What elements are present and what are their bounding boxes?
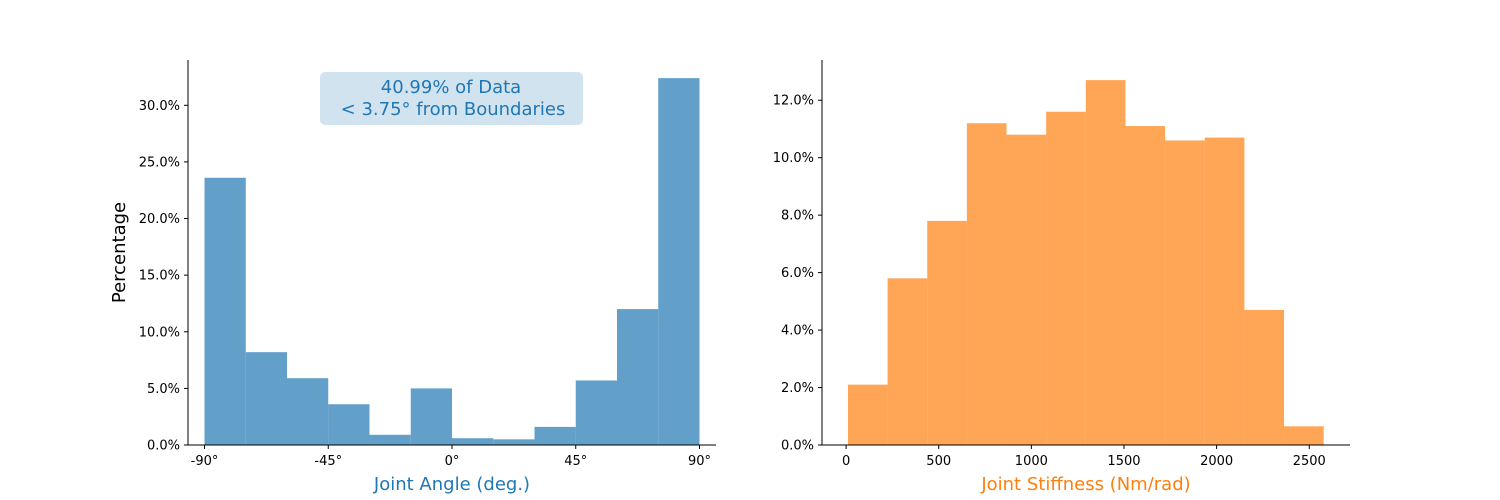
x-axis-label: Joint Stiffness (Nm/rad) [980, 474, 1190, 495]
x-tick-label: 1000 [1015, 454, 1048, 469]
annotation-line-1: 40.99% of Data [381, 77, 521, 98]
x-tick-label: 1500 [1107, 454, 1140, 469]
histogram-bar [328, 404, 370, 445]
y-tick-label: 0.0% [781, 439, 814, 454]
annotation-line-2: < 3.75° from Boundaries [341, 99, 566, 120]
histogram-bar [1204, 137, 1245, 445]
histogram-bar [887, 278, 928, 445]
histogram-bar [617, 309, 659, 445]
histogram-bar [1046, 111, 1086, 445]
annotation-box [320, 72, 583, 125]
histogram-bar [927, 220, 967, 445]
y-axis-label: Percentage [109, 202, 130, 303]
histogram-bar [1244, 309, 1285, 445]
y-tick-label: 12.0% [773, 94, 814, 109]
y-tick-label: 5.0% [147, 382, 180, 397]
histogram-bar [658, 78, 700, 446]
histogram-bar [1165, 140, 1205, 445]
y-tick-label: 10.0% [139, 325, 180, 340]
histogram-bar [452, 438, 494, 445]
histogram-bar [369, 434, 411, 445]
x-tick-label: 2000 [1200, 454, 1233, 469]
x-axis-label: Joint Angle (deg.) [373, 474, 530, 495]
y-tick-label: 30.0% [139, 99, 180, 114]
histogram-bar [575, 380, 617, 445]
joint-stiffness-histogram: 0 500 1000 1500 2000 2500 0.0% 2.0% 4.0% 6.0% 8.0%… [773, 60, 1350, 495]
x-tick-label: 500 [926, 454, 951, 469]
histogram-bar [1125, 126, 1166, 445]
y-tick-label: 15.0% [139, 269, 180, 284]
x-tick-label: 90° [688, 454, 711, 469]
histogram-bar [287, 378, 329, 445]
histogram-bar [410, 388, 452, 445]
histogram-bar [534, 426, 576, 445]
y-tick-label: 20.0% [139, 212, 180, 227]
x-tick-label: 2500 [1293, 454, 1326, 469]
y-tick-label: 8.0% [781, 209, 814, 224]
x-tick-label: 0 [842, 454, 850, 469]
histogram-bar [493, 439, 535, 445]
y-tick-label: 25.0% [139, 155, 180, 170]
y-tick-label: 10.0% [773, 151, 814, 166]
y-tick-label: 6.0% [781, 266, 814, 281]
x-tick-label: -90° [191, 454, 219, 469]
y-tick-label: 4.0% [781, 324, 814, 339]
x-tick-label: -45° [314, 454, 342, 469]
y-tick-label: 2.0% [781, 381, 814, 396]
x-tick-label: 45° [564, 454, 587, 469]
histogram-bar [1006, 134, 1047, 445]
histogram-bar [1284, 426, 1324, 445]
histogram-bar [204, 177, 246, 445]
y-tick-label: 0.0% [147, 439, 180, 454]
x-tick-label: 0° [445, 454, 460, 469]
histogram-bar [1085, 80, 1126, 446]
histogram-bar [966, 123, 1007, 446]
histogram-bar [245, 352, 287, 445]
histogram-bar [847, 384, 888, 445]
joint-angle-histogram: -90° -45° 0° 45° 90° 0.0% 5.0% 10.0% 15.0% 20.0% 2… [109, 60, 716, 495]
